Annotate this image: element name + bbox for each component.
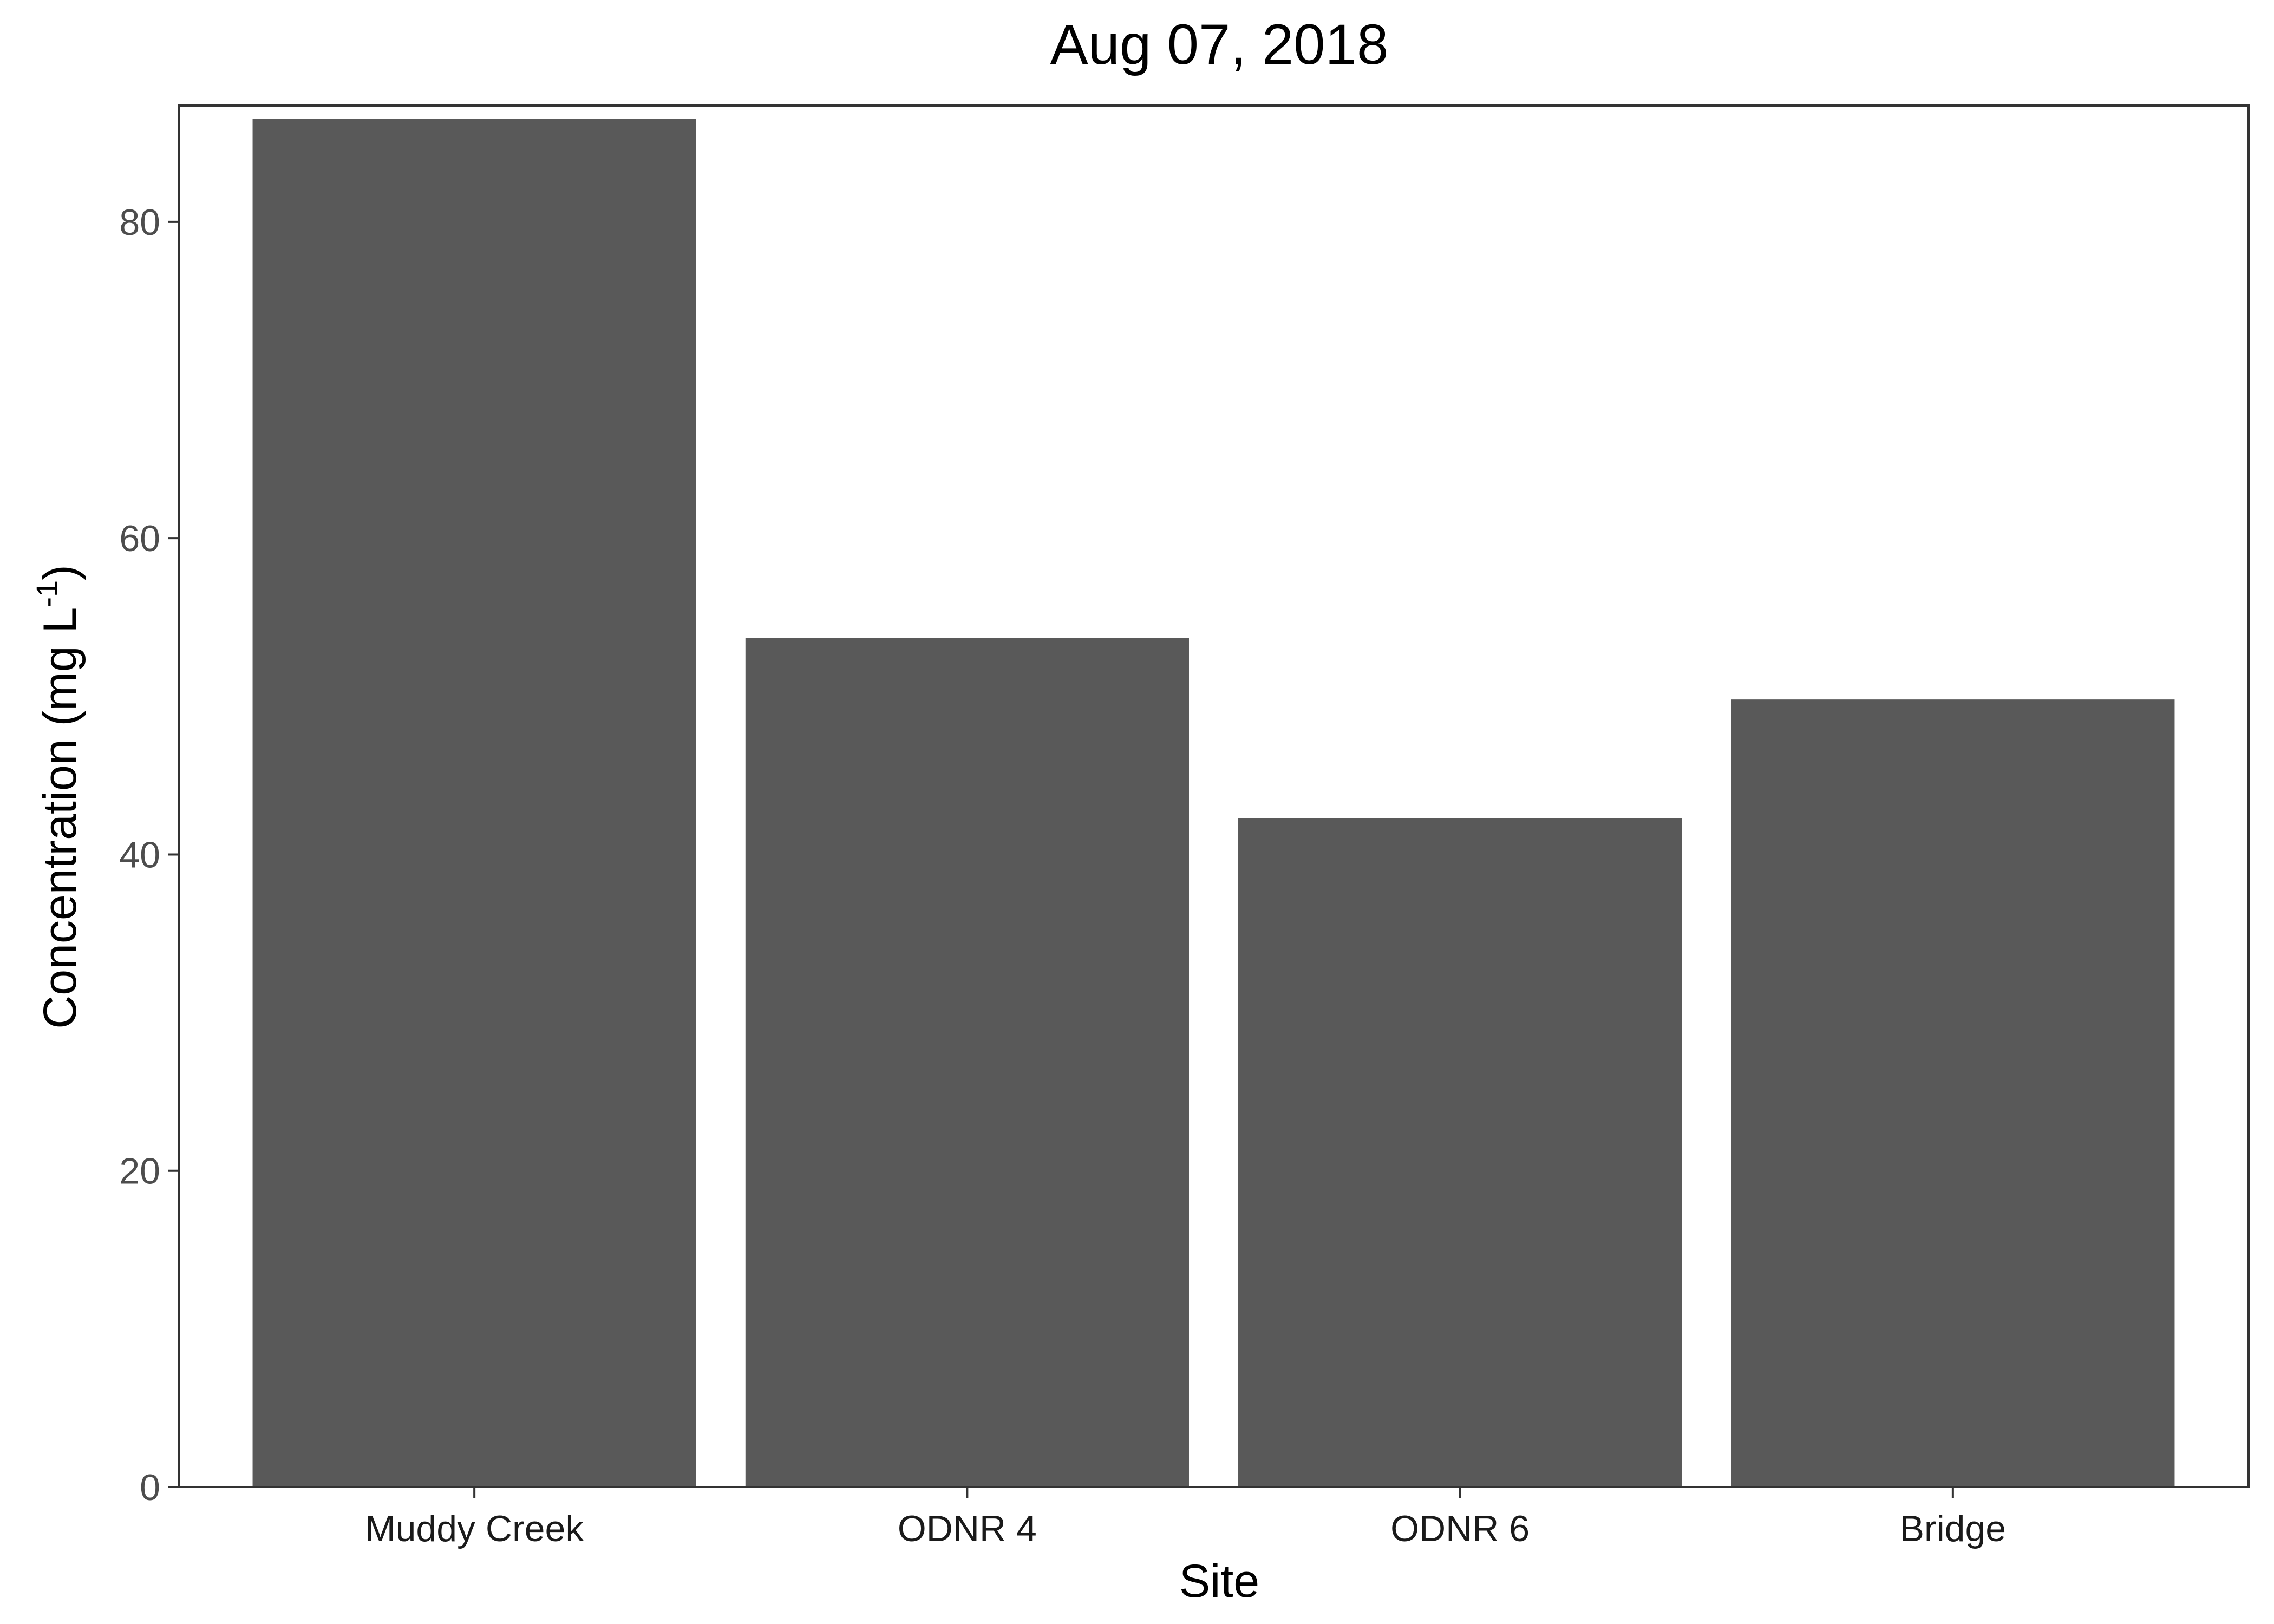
x-tick-label: Bridge [1900,1508,2007,1549]
plot-panel-border [178,104,2250,1488]
chart-title: Aug 07, 2018 [1050,13,1389,76]
x-tick-label: ODNR 4 [898,1508,1037,1549]
bar-odnr-6 [1238,818,1682,1487]
y-tick-label: 80 [119,202,160,243]
bar-odnr-4 [745,638,1189,1487]
x-tick-label: ODNR 6 [1390,1508,1530,1549]
bar-bridge [1731,699,2175,1487]
x-tick-label: Muddy Creek [365,1508,584,1549]
y-axis-title-main: Concentration (mg L [34,607,86,1029]
y-tick-label: 20 [119,1151,160,1192]
x-axis: Muddy Creek ODNR 4 ODNR 6 Bridge [365,1487,2006,1549]
y-tick-label: 40 [119,834,160,875]
y-axis-title-close: ) [34,565,86,580]
y-axis-title-superscript: -1 [30,580,64,607]
y-tick-label: 60 [119,518,160,559]
y-axis-title: Concentration (mg L-1) [30,565,86,1029]
y-tick-label: 0 [140,1467,160,1508]
x-axis-title: Site [1179,1555,1259,1607]
bars-layer [252,119,2175,1487]
y-axis: 0 20 40 60 80 [119,202,179,1508]
bar-muddy-creek [252,119,696,1487]
